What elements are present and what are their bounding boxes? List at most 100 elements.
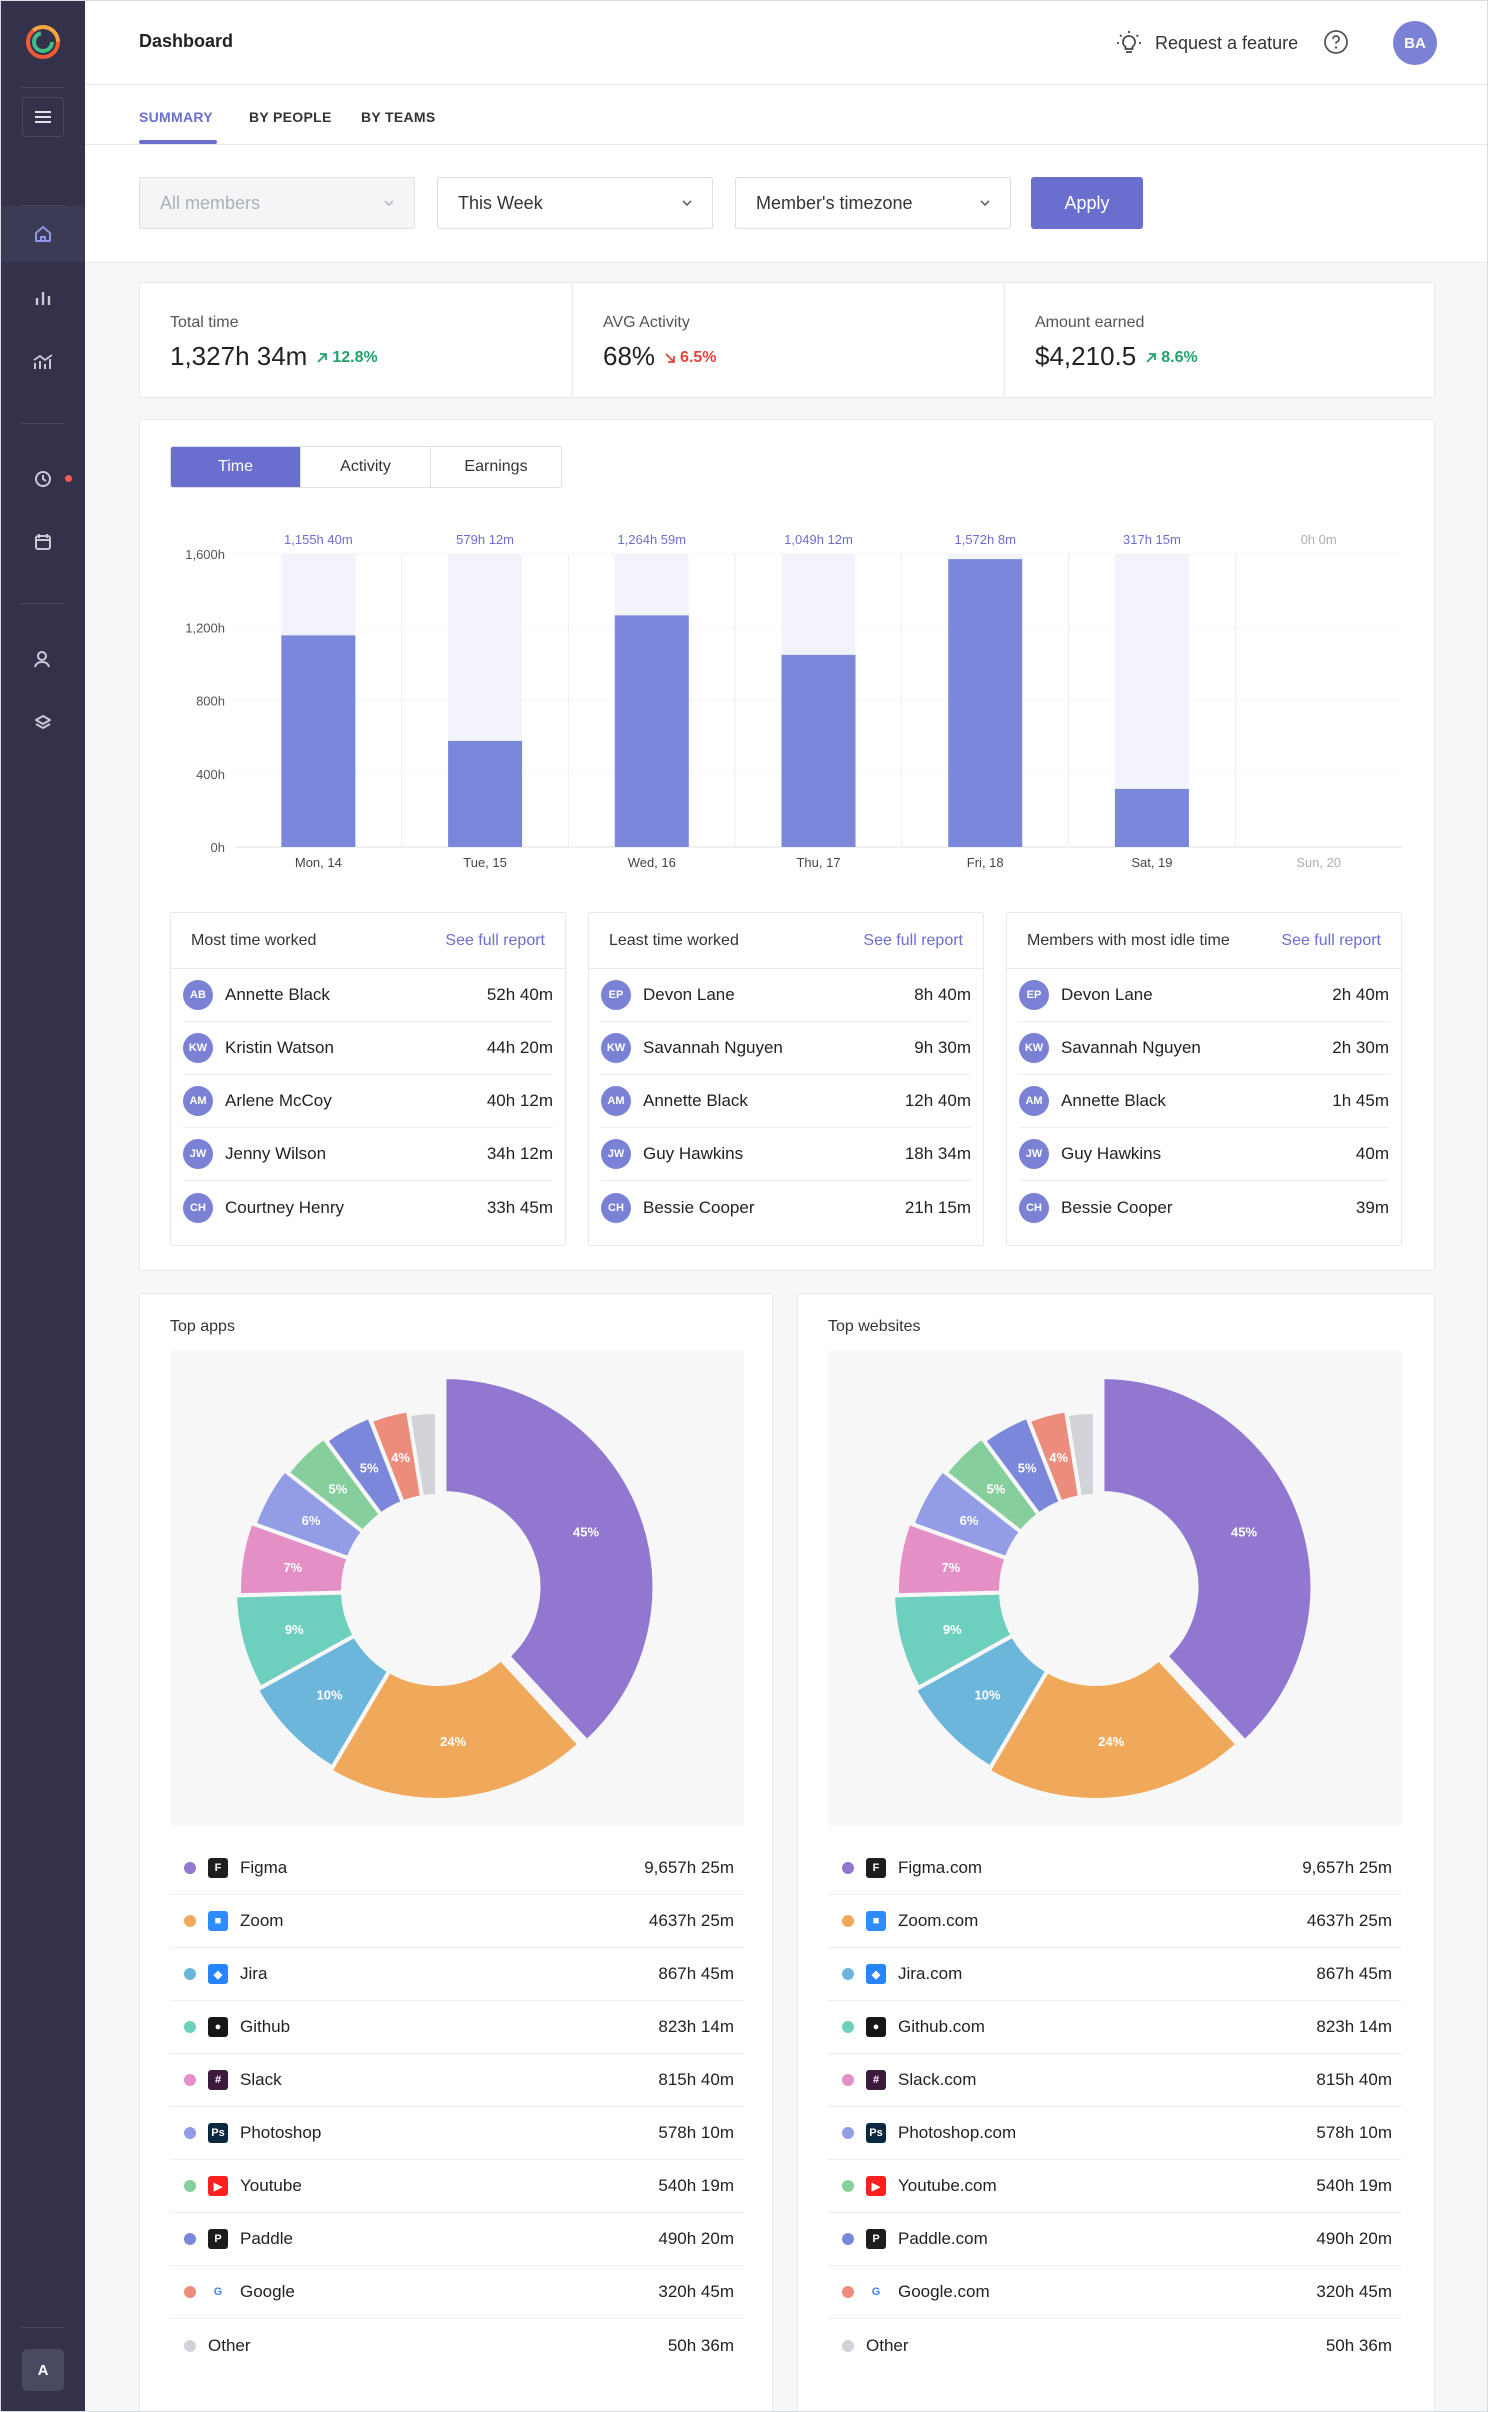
legend-item[interactable]: G Google.com 320h 45m [828, 2266, 1402, 2319]
legend-item[interactable]: G Google 320h 45m [170, 2266, 744, 2319]
donut-slice-4[interactable] [233, 1590, 358, 1691]
bar-2[interactable] [448, 740, 523, 847]
legend-item[interactable]: # Slack.com 815h 40m [828, 2054, 1402, 2107]
legend-item[interactable]: ■ Zoom.com 4637h 25m [828, 1895, 1402, 1948]
list-item[interactable]: KW Savannah Nguyen 2h 30m [1019, 1022, 1389, 1075]
legend-item[interactable]: ▶ Youtube 540h 19m [170, 2160, 744, 2213]
help-icon[interactable] [1323, 29, 1349, 55]
request-feature-button[interactable]: Request a feature [1115, 23, 1298, 63]
list-item[interactable]: KW Savannah Nguyen 9h 30m [601, 1022, 971, 1075]
list-item[interactable]: CH Bessie Cooper 21h 15m [601, 1181, 971, 1234]
list-item[interactable]: AM Annette Black 1h 45m [1019, 1075, 1389, 1128]
apply-button[interactable]: Apply [1031, 177, 1143, 229]
list-item[interactable]: CH Bessie Cooper 39m [1019, 1181, 1389, 1234]
legend-item[interactable]: Ps Photoshop.com 578h 10m [828, 2107, 1402, 2160]
member-avatar: EP [1019, 980, 1049, 1010]
tabs: SUMMARY BY PEOPLE BY TEAMS [85, 85, 1487, 145]
figma-icon: F [866, 1858, 886, 1878]
legend-item[interactable]: F Figma 9,657h 25m [170, 1842, 744, 1895]
segment-time[interactable]: Time [171, 447, 301, 487]
app-logo-icon[interactable] [25, 21, 61, 61]
donut-slice-6[interactable] [909, 1467, 1024, 1561]
legend-item[interactable]: Other 50h 36m [828, 2319, 1402, 2372]
sidebar-item-home[interactable] [23, 214, 63, 254]
legend-item[interactable]: P Paddle 490h 20m [170, 2213, 744, 2266]
legend-item[interactable]: Ps Photoshop 578h 10m [170, 2107, 744, 2160]
donut-slice-6[interactable] [251, 1467, 366, 1561]
tab-by-people[interactable]: BY PEOPLE [249, 109, 332, 125]
profile-avatar[interactable]: BA [1393, 21, 1437, 65]
bar-4[interactable] [781, 654, 856, 847]
segment-earnings[interactable]: Earnings [464, 458, 528, 475]
sidebar-item-reports[interactable] [23, 278, 63, 318]
filter-bar: All members This Week Member's timezone … [85, 145, 1487, 263]
list-item[interactable]: AM Arlene McCoy 40h 12m [183, 1075, 553, 1128]
slice-label: 7% [283, 1560, 302, 1575]
bar-5[interactable] [948, 559, 1023, 847]
legend-item[interactable]: Other 50h 36m [170, 2319, 744, 2372]
history-icon [35, 471, 51, 487]
sidebar-item-people[interactable] [23, 639, 63, 679]
stat-delta-value: 12.8% [332, 349, 378, 366]
donut-slice-3[interactable] [912, 1632, 1051, 1771]
sidebar-item-history[interactable] [23, 459, 63, 499]
segment-activity[interactable]: Activity [301, 447, 431, 487]
legend-item[interactable]: F Figma.com 9,657h 25m [828, 1842, 1402, 1895]
member-time: 33h 45m [486, 1197, 553, 1217]
donut-slice-3[interactable] [254, 1632, 393, 1771]
donut-slice-4[interactable] [891, 1590, 1016, 1691]
donut-slice-10[interactable] [1064, 1409, 1097, 1500]
list-item[interactable]: JW Jenny Wilson 34h 12m [183, 1128, 553, 1181]
tab-by-teams[interactable]: BY TEAMS [361, 109, 436, 125]
legend-label: Jira.com [898, 1964, 963, 1983]
legend-value: 823h 14m [1316, 2017, 1392, 2036]
list-item[interactable]: AM Annette Black 12h 40m [601, 1075, 971, 1128]
list-item[interactable]: JW Guy Hawkins 40m [1019, 1128, 1389, 1181]
legend-label: Youtube.com [898, 2176, 997, 2195]
list-item[interactable]: EP Devon Lane 8h 40m [601, 969, 971, 1022]
bar-6[interactable] [1114, 788, 1189, 847]
legend-item[interactable]: ● Github.com 823h 14m [828, 2001, 1402, 2054]
legend-value: 540h 19m [1316, 2176, 1392, 2195]
period-select[interactable]: This Week [437, 177, 713, 229]
see-full-report-link[interactable]: See full report [445, 931, 545, 949]
list-item[interactable]: EP Devon Lane 2h 40m [1019, 969, 1389, 1022]
y-tick-label: 800h [196, 694, 225, 709]
see-full-report-link[interactable]: See full report [863, 931, 963, 949]
legend-label: Other [866, 2335, 909, 2355]
legend-item[interactable]: # Slack 815h 40m [170, 2054, 744, 2107]
donut-slice-5[interactable] [895, 1520, 1010, 1598]
legend-item[interactable]: ■ Zoom 4637h 25m [170, 1895, 744, 1948]
list-item[interactable]: JW Guy Hawkins 18h 34m [601, 1128, 971, 1181]
member-avatar: KW [1019, 1033, 1049, 1063]
timezone-select[interactable]: Member's timezone [735, 177, 1011, 229]
donut-slice-1[interactable] [442, 1375, 657, 1745]
donut-slice-5[interactable] [237, 1520, 352, 1598]
menu-toggle-button[interactable] [22, 97, 64, 137]
bar-3[interactable] [614, 615, 689, 847]
tab-summary[interactable]: SUMMARY [139, 109, 213, 125]
legend-item[interactable]: ● Github 823h 14m [170, 2001, 744, 2054]
donut-slice-1[interactable] [1100, 1375, 1315, 1745]
legend-item[interactable]: P Paddle.com 490h 20m [828, 2213, 1402, 2266]
legend-item[interactable]: ▶ Youtube.com 540h 19m [828, 2160, 1402, 2213]
sidebar-item-projects[interactable] [23, 703, 63, 743]
donut-slice-2[interactable] [985, 1656, 1241, 1802]
legend-label: Youtube [240, 2176, 302, 2195]
list-item[interactable]: KW Kristin Watson 44h 20m [183, 1022, 553, 1075]
legend-item[interactable]: ◆ Jira.com 867h 45m [828, 1948, 1402, 2001]
donut-slice-2[interactable] [327, 1656, 583, 1802]
users-icon [34, 651, 50, 668]
x-tick-label: Sat, 19 [1131, 855, 1172, 870]
donut-slice-10[interactable] [406, 1409, 439, 1500]
sidebar-item-calendar[interactable] [23, 522, 63, 562]
bar-1[interactable] [281, 635, 356, 847]
list-item[interactable]: AB Annette Black 52h 40m [183, 969, 553, 1022]
user-avatar[interactable]: A [22, 2349, 64, 2391]
list-item[interactable]: CH Courtney Henry 33h 45m [183, 1181, 553, 1234]
legend-item[interactable]: ◆ Jira 867h 45m [170, 1948, 744, 2001]
member-avatar: CH [1019, 1192, 1049, 1223]
members-select[interactable]: All members [139, 177, 415, 229]
see-full-report-link[interactable]: See full report [1281, 931, 1381, 949]
sidebar-item-analytics[interactable] [23, 342, 63, 382]
